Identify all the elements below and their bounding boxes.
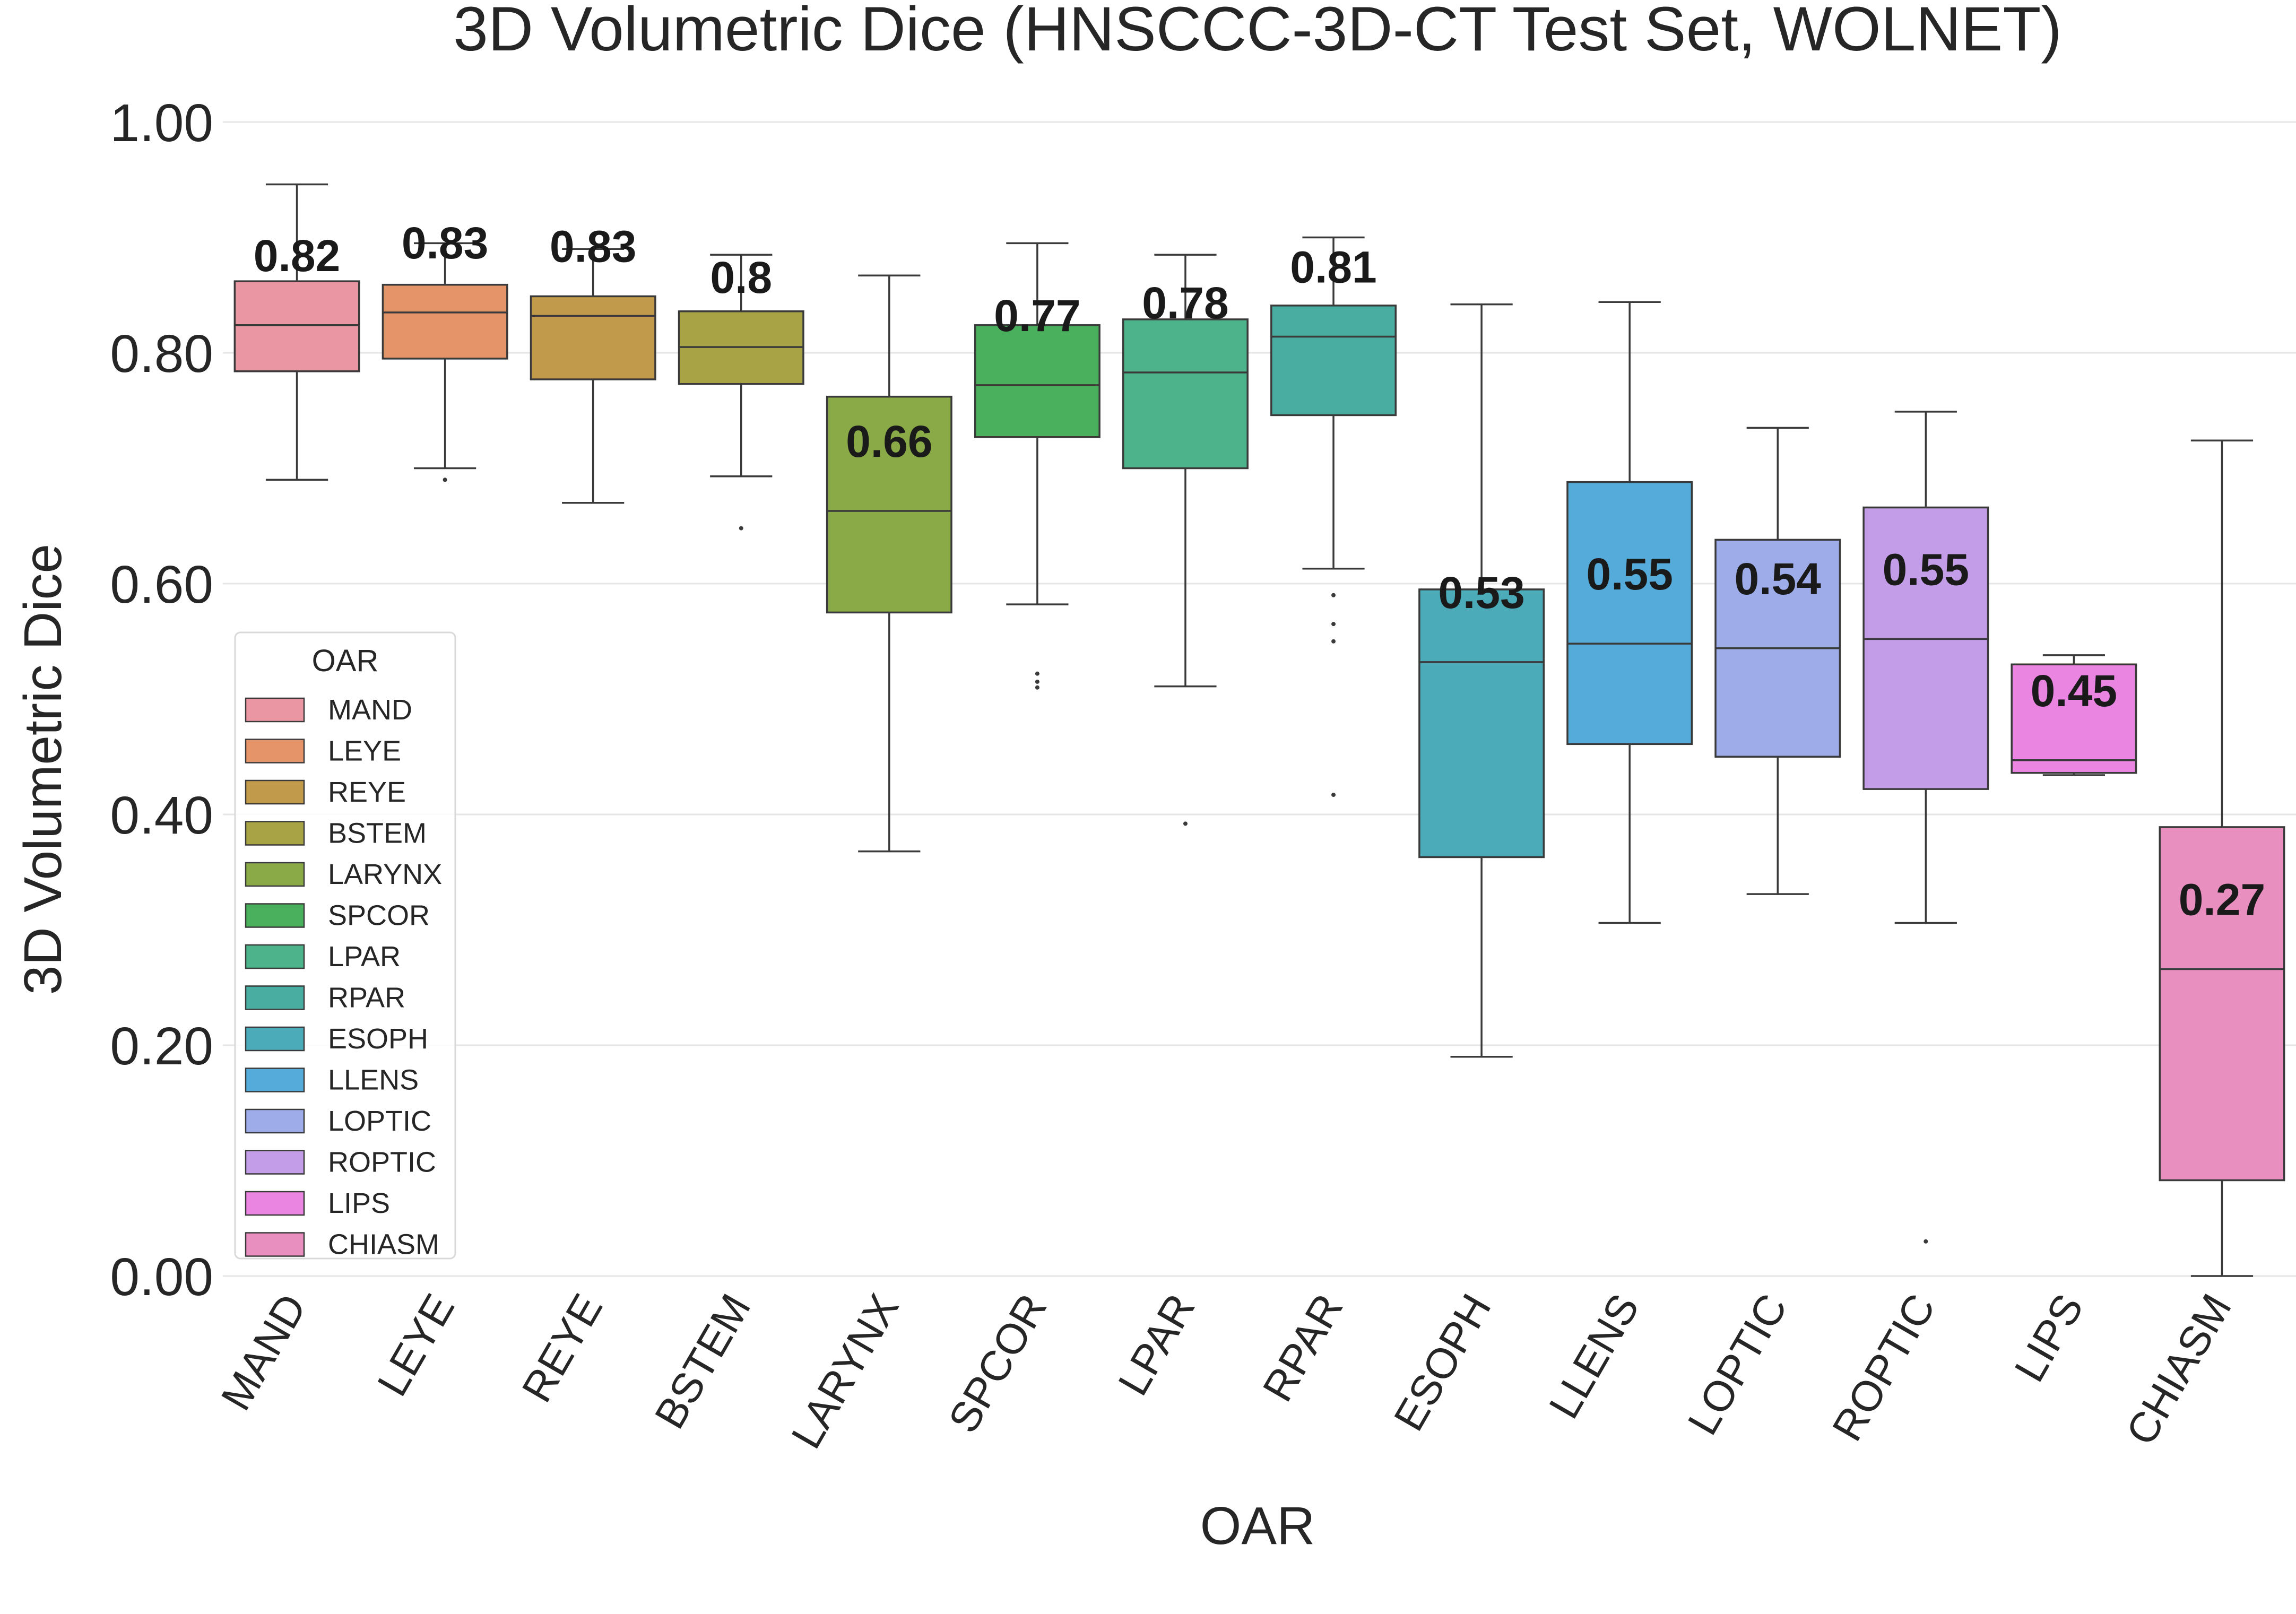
legend-swatch bbox=[245, 944, 305, 969]
iqr-box bbox=[2011, 663, 2137, 774]
mean-label-roptic: 0.55 bbox=[1883, 544, 1970, 594]
legend-entry-lpar: LPAR bbox=[328, 941, 401, 973]
legend-swatch bbox=[245, 1150, 305, 1175]
legend-swatch bbox=[245, 1191, 305, 1216]
outlier-point bbox=[1331, 639, 1336, 644]
grid-lines bbox=[223, 121, 2296, 1277]
box-leye bbox=[382, 242, 508, 482]
legend-entry-esoph: ESOPH bbox=[328, 1023, 428, 1055]
legend-entry-bstem: BSTEM bbox=[328, 818, 427, 849]
legend-entry-loptic: LOPTIC bbox=[328, 1105, 431, 1137]
box-lips bbox=[2011, 654, 2137, 776]
legend-entry-larynx: LARYNX bbox=[328, 858, 442, 890]
box-series bbox=[233, 183, 2285, 1277]
iqr-box bbox=[382, 283, 508, 360]
y-tick-label: 0.40 bbox=[110, 786, 213, 845]
legend-entry-roptic: ROPTIC bbox=[328, 1147, 436, 1178]
y-tick-labels: 0.00 0.20 0.40 0.60 0.80 1.00 bbox=[110, 93, 213, 1307]
y-tick-label: 0.00 bbox=[110, 1247, 213, 1307]
mean-label-llens: 0.55 bbox=[1586, 549, 1673, 599]
legend-entry-reye: REYE bbox=[328, 776, 406, 808]
legend-entry-lips: LIPS bbox=[328, 1187, 390, 1219]
legend-title: OAR bbox=[312, 644, 379, 678]
mean-label-spcor: 0.77 bbox=[994, 291, 1081, 341]
box-reye bbox=[530, 248, 656, 504]
iqr-box bbox=[2159, 826, 2285, 1182]
outlier-point bbox=[739, 526, 743, 531]
outlier-point bbox=[1331, 793, 1336, 797]
iqr-box bbox=[826, 395, 952, 614]
outlier-point bbox=[443, 478, 447, 482]
box-larynx bbox=[826, 274, 952, 853]
mean-label-chiasm: 0.27 bbox=[2179, 874, 2266, 924]
y-tick-label: 0.60 bbox=[110, 555, 213, 614]
legend-swatch bbox=[245, 779, 305, 805]
legend-swatch bbox=[245, 1108, 305, 1134]
legend-swatch bbox=[245, 862, 305, 887]
mean-label-larynx: 0.66 bbox=[846, 416, 933, 466]
mean-label-reye: 0.83 bbox=[550, 221, 637, 271]
iqr-box bbox=[1862, 506, 1989, 790]
legend-swatch bbox=[245, 739, 305, 763]
outlier-point bbox=[1331, 593, 1336, 597]
outlier-point bbox=[1331, 622, 1336, 627]
mean-label-mand: 0.82 bbox=[254, 231, 341, 281]
legend-entry-llens: LLENS bbox=[328, 1064, 419, 1096]
legend-swatch bbox=[245, 903, 305, 928]
legend-swatch bbox=[245, 1026, 305, 1052]
outlier-point bbox=[1035, 685, 1039, 690]
legend-swatch bbox=[245, 1068, 305, 1092]
legend-swatch bbox=[245, 697, 305, 723]
y-tick-label: 1.00 bbox=[110, 93, 213, 153]
legend: OAR MAND LEYE REYE BSTEM LARYNX SPCOR LPAR RPAR E… bbox=[234, 631, 456, 1261]
box-loptic bbox=[1714, 427, 1841, 895]
iqr-box bbox=[530, 295, 656, 380]
mean-label-loptic: 0.54 bbox=[1735, 554, 1822, 604]
box-llens bbox=[1566, 301, 1693, 924]
legend-entry-mand: MAND bbox=[328, 694, 412, 726]
box-mand bbox=[233, 183, 360, 481]
box-lpar bbox=[1122, 254, 1249, 826]
legend-swatch bbox=[245, 821, 305, 846]
iqr-box bbox=[1566, 481, 1693, 745]
outlier-point bbox=[1035, 671, 1039, 676]
mean-labels: 0.82 0.83 0.83 0.8 0.66 0.77 0.78 0.81 0.53 0.55 0… bbox=[254, 218, 2265, 925]
mean-label-lips: 0.45 bbox=[2031, 666, 2118, 716]
mean-label-lpar: 0.78 bbox=[1142, 278, 1229, 328]
legend-entry-rpar: RPAR bbox=[328, 982, 405, 1014]
y-tick-label: 0.20 bbox=[110, 1017, 213, 1076]
legend-entry-chiasm: CHIASM bbox=[328, 1229, 439, 1261]
box-spcor bbox=[974, 242, 1101, 690]
box-esoph bbox=[1418, 303, 1545, 1058]
chart-title: 3D Volumetric Dice (HNSCCC-3D-CT Test Se… bbox=[453, 0, 2061, 64]
iqr-box bbox=[974, 324, 1101, 438]
iqr-box bbox=[1418, 588, 1545, 858]
outlier-point bbox=[1183, 821, 1188, 826]
box-roptic bbox=[1862, 411, 1989, 1244]
legend-entry-spcor: SPCOR bbox=[328, 900, 430, 932]
mean-label-esoph: 0.53 bbox=[1438, 568, 1525, 618]
y-tick-label: 0.80 bbox=[110, 324, 213, 384]
outlier-point bbox=[1924, 1239, 1928, 1244]
box-rpar bbox=[1270, 236, 1397, 797]
outlier-point bbox=[1035, 679, 1039, 684]
box-bstem bbox=[678, 254, 804, 531]
mean-label-leye: 0.83 bbox=[402, 218, 489, 268]
mean-label-rpar: 0.81 bbox=[1290, 242, 1377, 292]
legend-entry-leye: LEYE bbox=[328, 735, 401, 767]
x-axis-label: OAR bbox=[1200, 1496, 1315, 1556]
iqr-box bbox=[233, 280, 360, 372]
mean-label-bstem: 0.8 bbox=[710, 253, 772, 302]
iqr-box bbox=[1270, 305, 1397, 416]
legend-swatch bbox=[245, 1232, 305, 1257]
legend-swatch bbox=[245, 985, 305, 1010]
y-axis-label: 3D Volumetric Dice bbox=[13, 544, 73, 995]
iqr-box bbox=[1122, 318, 1249, 470]
box-chiasm bbox=[2159, 439, 2285, 1277]
